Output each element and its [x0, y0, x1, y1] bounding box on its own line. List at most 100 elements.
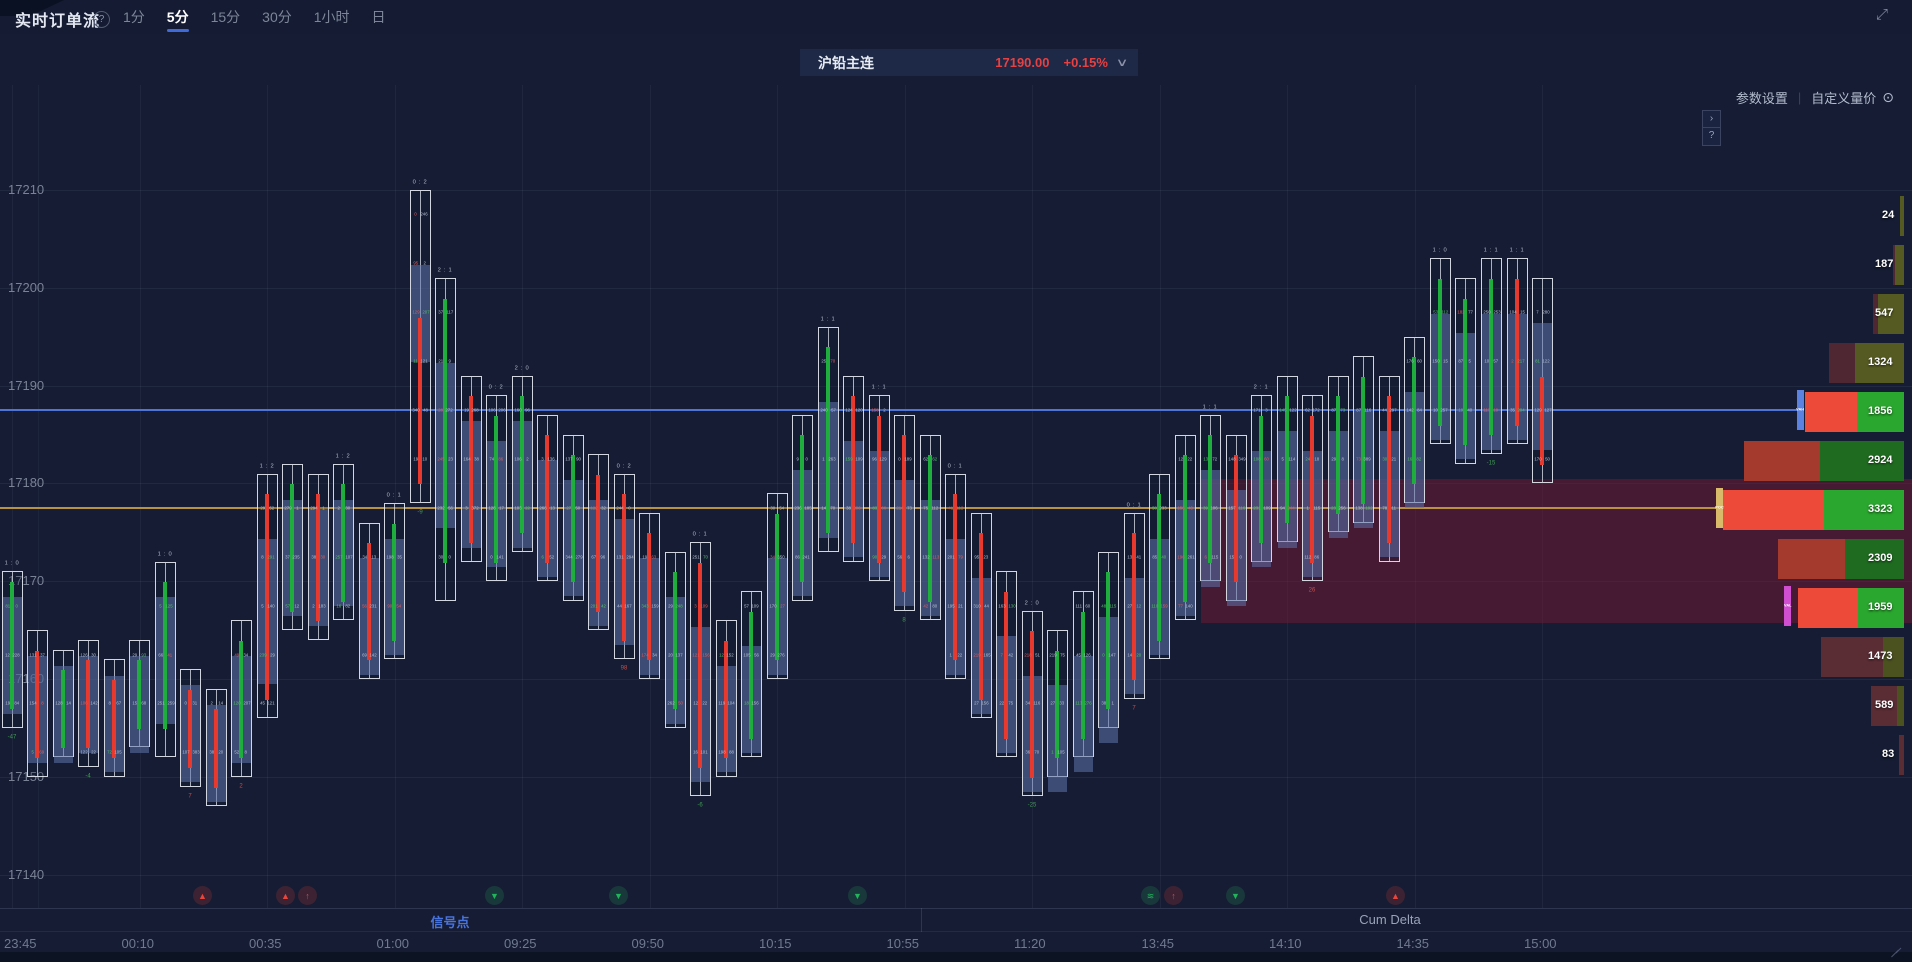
footprint-candle[interactable]: 48 115 0 147 38 1: [1097, 551, 1119, 744]
footprint-candle[interactable]: 12 22 158 40 196 261 77 140: [1174, 434, 1196, 621]
target-icon[interactable]: ⊙: [1882, 89, 1894, 105]
footprint-candle[interactable]: 124 120 159 109 38 206: [842, 375, 864, 562]
timeframe-tab-30分[interactable]: 30分: [262, 9, 292, 25]
instrument-selector[interactable]: 沪铅主连 17190.00 +0.15% ∨: [800, 49, 1138, 76]
footprint-candle[interactable]: 5 125 66 41 251 259: [154, 561, 176, 758]
footprint-candle[interactable]: 95 23 310 44 219 165 27 156: [970, 512, 992, 719]
footprint-candle[interactable]: 104 15 2 217 35 204: [1506, 258, 1528, 445]
signal-triangle-down-icon[interactable]: ▼: [485, 886, 504, 905]
signal-triangle-up-icon[interactable]: ▲: [276, 886, 295, 905]
footprint-candle[interactable]: 8 67 72 105: [103, 659, 125, 777]
footprint-candle[interactable]: 37 117 21 9 28 272 245 23 232 56 30 0: [434, 278, 456, 601]
footprint-candle[interactable]: 250 253 10 57 113 19: [1480, 258, 1502, 455]
footprint-candle[interactable]: 244 0 131 294 44 167: [613, 473, 635, 660]
signal-arrow-up-icon[interactable]: ↑: [1164, 886, 1183, 905]
candle-cell-row: 7 280: [1535, 311, 1551, 316]
candle-body-line: [1106, 572, 1110, 710]
candle-body-line: [673, 572, 677, 710]
footprint-candle[interactable]: 198 35 90 54: [383, 502, 405, 660]
footprint-candle[interactable]: 160 96 106 2 103 22: [511, 375, 533, 552]
signal-triangle-down-icon[interactable]: ▼: [609, 886, 628, 905]
signal-triangle-up-icon[interactable]: ▲: [1386, 886, 1405, 905]
footprint-candle[interactable]: 50 233 85 40 110 159: [1148, 473, 1170, 660]
footprint-candle[interactable]: 81 0 12 228 19 84: [1, 571, 23, 728]
footprint-candle[interactable]: 57 109 105 56 18 156: [740, 590, 762, 758]
footprint-candle[interactable]: 137 90 27 50 344 279: [562, 434, 584, 601]
help-panel-button[interactable]: ?: [1702, 127, 1721, 146]
footprint-candle[interactable]: 87 73 29 8 23 256: [1327, 375, 1349, 538]
footprint-candle[interactable]: 111 60 45 126 113 276: [1072, 590, 1094, 773]
footprint-candle[interactable]: 49 34 120 207 52 8: [230, 620, 252, 777]
footprint-candle[interactable]: 2 30 257 107 16 82: [332, 463, 354, 621]
footprint-candle[interactable]: 131 37 154 8 5 69: [26, 630, 48, 777]
footprint-candle[interactable]: 218 51 34 116 36 70: [1021, 610, 1043, 797]
footprint-candle[interactable]: 294 1 38 30 2 183: [307, 473, 329, 640]
footprint-candle[interactable]: 219 75 27 33 1 105: [1046, 630, 1068, 792]
candle-cell-row: 201 79: [946, 555, 963, 560]
timeframe-tab-5分[interactable]: 5分: [156, 0, 200, 34]
footprint-candle[interactable]: 19 63 343 159 174 34: [638, 512, 660, 679]
footprint-candle[interactable]: 0 31 107 383: [179, 669, 201, 787]
question-circle-icon[interactable]: ?: [93, 11, 110, 28]
footprint-candle[interactable]: 29 93 15 68: [128, 639, 150, 753]
settings-button[interactable]: 参数设置: [1735, 91, 1788, 106]
candle-cell-row: 164 38: [462, 457, 479, 463]
footprint-candle[interactable]: 171 3 108 60 231 109: [1250, 395, 1272, 568]
footprint-candle[interactable]: 0 189 214 73 56 6: [893, 414, 915, 611]
footprint-candle[interactable]: 126 30 106 142 122 22: [77, 639, 99, 767]
timeframe-tab-日[interactable]: 日: [371, 9, 386, 25]
profile-value-label: 589: [1875, 699, 1894, 711]
timeframe-tab-15分[interactable]: 15分: [210, 9, 241, 25]
signal-triangle-up-icon[interactable]: ▲: [193, 886, 212, 905]
footprint-candle[interactable]: 9 0 236 185 86 241: [791, 414, 813, 601]
footprint-candle[interactable]: 251 70 3 109 121 156 12 22 16 101: [689, 542, 711, 797]
footprint-candle[interactable]: 0 246 95 2 129 207 11 121 340 48 19 10: [409, 190, 431, 503]
candle-cell-row: 44 167: [616, 604, 633, 609]
candle-cell-row: 34 13: [361, 555, 377, 560]
footprint-candle[interactable]: 182 77 87 5 19 40: [1454, 278, 1476, 464]
footprint-candle[interactable]: 3 136 268 13 6 52: [536, 414, 558, 582]
footprint-candle[interactable]: 122 32 67 96 201 42: [587, 454, 609, 631]
footprint-candle[interactable]: 12 152 119 104 198 88: [715, 620, 737, 777]
footprint-candle[interactable]: 128 14: [52, 649, 74, 763]
footprint-candle[interactable]: 279 1 37 235 57 12: [281, 463, 303, 631]
timeframe-tab-1小时[interactable]: 1小时: [313, 9, 350, 25]
footprint-candle[interactable]: 41 112 201 79 195 21 1 22: [944, 473, 966, 679]
footprint-candle[interactable]: 106 206 74 86 128 17 0 141: [485, 395, 507, 582]
signal-triangle-down-icon[interactable]: ▼: [848, 886, 867, 905]
footprint-candle[interactable]: 44 297 30 21 78 11: [1378, 375, 1400, 562]
candle-ratio-label: 1 : 1: [1509, 246, 1525, 254]
footprint-candle[interactable]: 30 54 34 350 170 27 29 276: [766, 493, 788, 679]
footprint-candle[interactable]: 34 13 56 231 69 142: [358, 522, 380, 679]
resize-grip-icon[interactable]: [1888, 946, 1902, 958]
footprint-candle[interactable]: 145 122 5 114 94 244: [1276, 375, 1298, 548]
footprint-candle[interactable]: 148 349 157 116 15 0: [1225, 434, 1247, 607]
footprint-candle[interactable]: 25 70 240 57 1 263 14 70: [817, 326, 839, 552]
footprint-candle[interactable]: 2 14 38 20: [205, 688, 227, 807]
footprint-candle[interactable]: 13 41 27 12 14 20: [1123, 512, 1145, 699]
footprint-candle[interactable]: 62 172 24 18 1 115 112 86: [1301, 395, 1323, 582]
footprint-candle[interactable]: 29 248 20 137 262 50: [664, 551, 686, 728]
footprint-candle[interactable]: 163 130 7 42 22 75: [995, 571, 1017, 758]
footprint-candle[interactable]: 29 52 8 291 5 140 239 29 45 121: [256, 473, 278, 719]
footprint-candle[interactable]: 13 72 39 106 6 115: [1199, 414, 1221, 587]
signal-triangle-down-icon[interactable]: ▼: [1226, 886, 1245, 905]
signal-arrow-up-icon[interactable]: ↑: [298, 886, 317, 905]
footprint-candle[interactable]: 158 2 96 129 83 66 90 29: [868, 395, 890, 582]
footprint-candle[interactable]: 7 280 81 122 129 127 170 50: [1531, 278, 1553, 484]
candle-cell-row: 106 206: [487, 408, 506, 414]
footprint-candle[interactable]: 53 112 150 15 10 257: [1429, 258, 1451, 445]
candle-cell-row: 106 2: [513, 457, 529, 463]
custom-volume-price-button[interactable]: 自定义量价: [1811, 91, 1877, 106]
expand-icon[interactable]: ⤢: [1876, 6, 1889, 23]
footprint-candle[interactable]: 176 60 142 84 16 82: [1403, 336, 1425, 509]
timeframe-tab-1分[interactable]: 1分: [123, 9, 145, 25]
footprint-candle[interactable]: 87 116 73 389 138 192: [1352, 356, 1374, 528]
profile-buy-segment: [1858, 588, 1904, 628]
footprint-candle[interactable]: 19 268 164 38 3 372: [460, 375, 482, 562]
signal-stack-icon[interactable]: ≋: [1141, 886, 1160, 905]
signal-pane-label[interactable]: 信号点: [430, 915, 470, 930]
footprint-candle[interactable]: 62 62 75 112 132 113 42 80: [919, 434, 941, 621]
